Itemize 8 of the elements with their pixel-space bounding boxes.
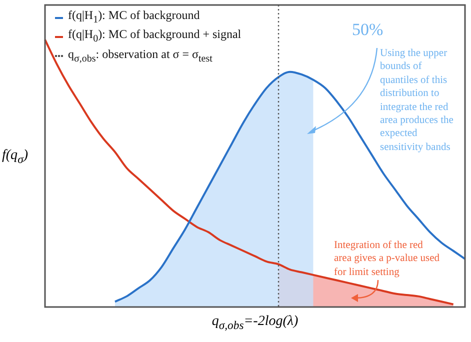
y-axis-title: f(q$_{σ}$) <box>2 148 28 166</box>
legend-label: f(q|H$_{1}$): MC of background <box>68 8 200 28</box>
annotation: Integration of the red area gives a p-value used for limit setting <box>334 239 441 280</box>
annotation: q$_{σ,obs}$: observation at σ = σ$_{test}$ <box>68 46 212 66</box>
annotation: Using the upper bounds of quantiles of this distribution to integrate the red area produces the expected sensitivity bands <box>380 47 454 154</box>
text: 50% <box>352 20 384 40</box>
legend-label: f(q|H$_{0}$): MC of background + signal <box>68 27 242 47</box>
x-axis-title: q$_{σ,obs}$=-2log(λ) <box>210 314 300 332</box>
